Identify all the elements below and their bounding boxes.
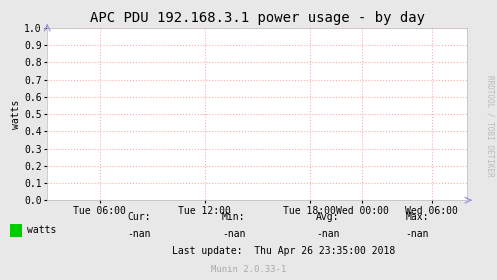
Text: Avg:: Avg:: [316, 212, 340, 222]
Text: -nan: -nan: [222, 229, 246, 239]
Text: -nan: -nan: [406, 229, 429, 239]
Text: RRDTOOL / TOBI OETIKER: RRDTOOL / TOBI OETIKER: [486, 75, 495, 177]
Text: Cur:: Cur:: [127, 212, 151, 222]
Y-axis label: watts: watts: [11, 99, 21, 129]
Text: watts: watts: [27, 225, 57, 235]
Text: Max:: Max:: [406, 212, 429, 222]
Text: -nan: -nan: [127, 229, 151, 239]
Text: Last update:  Thu Apr 26 23:35:00 2018: Last update: Thu Apr 26 23:35:00 2018: [171, 246, 395, 256]
Title: APC PDU 192.168.3.1 power usage - by day: APC PDU 192.168.3.1 power usage - by day: [89, 11, 425, 25]
Text: -nan: -nan: [316, 229, 340, 239]
Text: Munin 2.0.33-1: Munin 2.0.33-1: [211, 265, 286, 274]
Text: Min:: Min:: [222, 212, 246, 222]
